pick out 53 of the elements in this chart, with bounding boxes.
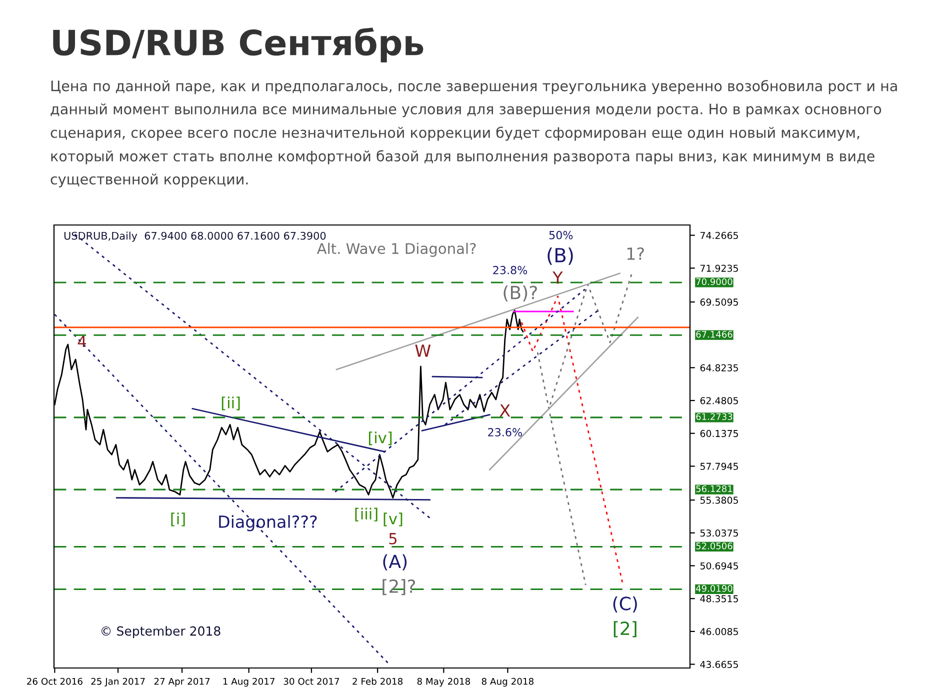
y-tick-label: 57.7945 [700,462,738,470]
y-tick-label: 62.4805 [700,397,738,404]
annotation: X [500,404,510,417]
annotation: 23.8% [493,266,528,274]
ref-line-label: 52.0506 [696,542,732,550]
y-tick-label: 48.3515 [700,595,738,602]
ref-line-label: 56.1281 [696,485,732,492]
x-tick-label: 8 Aug 2018 [482,678,534,687]
annotation: USDRUB,Daily 67.9400 68.0000 67.1600 67.3900 [64,232,326,242]
annotation: [ii] [222,396,240,410]
y-tick-label: 69.5095 [700,298,738,306]
annotation: [v] [384,512,402,526]
x-tick-label: 26 Oct 2016 [27,678,82,685]
x-tick-label: 2 Feb 2018 [352,678,403,685]
chart-title: USD/RUB Сентябрь [53,28,424,62]
annotation: Y [552,271,563,284]
y-tick-label: 71.9235 [700,264,738,272]
annotation: (A) [383,554,407,570]
annotation: 5 [389,533,397,544]
y-tick-label: 43.6655 [700,660,738,668]
annotation: [i] [171,512,185,526]
x-tick-label: 27 Apr 2017 [154,678,210,687]
ref-line-label: 67.1466 [696,330,732,338]
chart-subtitle: Цена по данной паре, как и предполагалось, после завершения треугольника уверенно возобновила рост и на данный момент выполнила все минимальные условия для завершения модели роста. Но в рамках основного сценария, скорее всего после незначительной коррекции будет сформирован еще один новый максимум, который может стать вполне комфортной базой для выполнения разворота пары вниз, как минимум в виде существенной коррекции. [50,80,897,188]
annotation: [2] [614,621,636,638]
y-tick-label: 74.2665 [700,232,738,240]
x-tick-label: 8 May 2018 [417,678,470,687]
annotation: [2]? [382,579,416,596]
annotation: Diagonal??? [219,515,317,532]
annotation: © September 2018 [102,626,220,638]
y-tick-label: 50.6945 [700,562,738,570]
y-tick-label: 53.0375 [700,529,738,537]
y-tick-label: 64.8235 [700,364,738,372]
annotation: 23.6% [488,428,522,436]
annotation: (C) [613,596,637,612]
x-tick-label: 30 Oct 2017 [284,678,340,685]
annotation: [iv] [368,432,392,446]
annotation: (B) [548,248,573,265]
annotation: (B)? [504,285,537,302]
annotation: 4 [78,336,86,348]
x-tick-label: 25 Jan 2017 [91,678,145,687]
ref-line-label: 61.2733 [696,413,732,420]
ref-line-label: 49.0190 [696,585,732,592]
y-tick-label: 55.3805 [700,496,738,504]
y-tick-label: 46.0085 [700,628,738,636]
annotation: [iii] [355,508,378,522]
x-tick-label: 1 Aug 2017 [223,678,274,687]
annotation: W [415,344,431,357]
annotation: Alt. Wave 1 Diagonal? [316,242,476,257]
y-tick-label: 60.1375 [700,430,738,438]
ref-line-label: 70.9000 [696,278,732,286]
annotation: 1? [627,247,644,260]
annotation: 50% [549,230,573,240]
